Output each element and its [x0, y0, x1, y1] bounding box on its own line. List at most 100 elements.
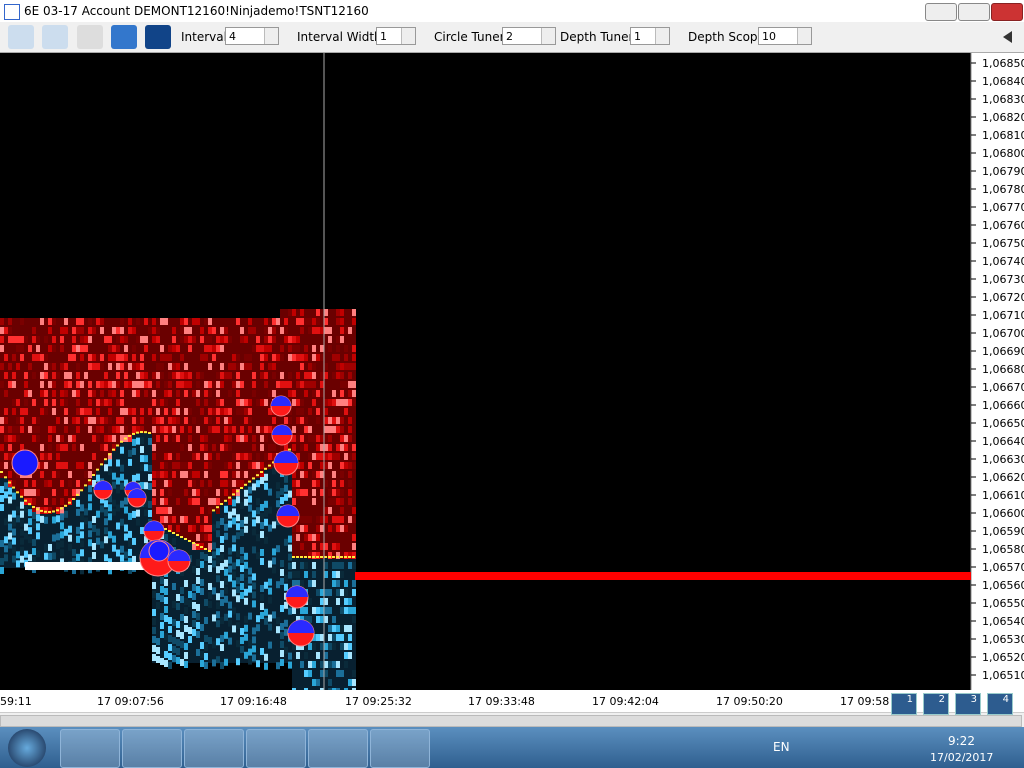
heat-cell [112, 354, 116, 361]
language[interactable]: EN [773, 740, 790, 754]
heat-cell [120, 426, 124, 433]
field-input[interactable]: 1 [630, 27, 670, 45]
field-input[interactable]: 10 [758, 27, 812, 45]
minimize-button[interactable] [925, 3, 957, 21]
heat-cell [120, 318, 124, 325]
scrollbar[interactable] [0, 712, 1024, 728]
clear-button[interactable] [77, 25, 103, 49]
heat-cell [148, 437, 152, 445]
ladder-button[interactable] [145, 25, 171, 49]
heat-cell [220, 363, 224, 370]
field-input[interactable]: 1 [376, 27, 416, 45]
workspace-button[interactable]: 2 [923, 693, 949, 715]
heat-cell [336, 363, 340, 370]
heat-cell [240, 556, 244, 563]
heat-cell [156, 593, 160, 600]
maximize-button[interactable] [958, 3, 990, 21]
price-trace [328, 556, 331, 558]
heat-cell [84, 408, 88, 415]
start-button[interactable] [8, 729, 46, 767]
heat-cell [160, 318, 164, 325]
heat-cell [272, 557, 276, 565]
workspace-button[interactable]: 4 [987, 693, 1013, 715]
heat-cell [288, 408, 292, 415]
heat-cell [84, 471, 88, 478]
heat-cell [232, 499, 236, 507]
heat-cell [296, 408, 300, 415]
price-trace [200, 546, 203, 548]
heat-cell [220, 336, 224, 343]
ie-button[interactable] [60, 729, 120, 768]
heat-cell [40, 381, 44, 388]
heat-cell [284, 493, 288, 501]
paint-button[interactable] [370, 729, 430, 768]
heat-cell [304, 372, 308, 379]
heat-cell [344, 580, 348, 587]
heat-cell [348, 471, 352, 478]
price-trace [228, 496, 231, 499]
heat-cell [236, 318, 240, 325]
chrome-button[interactable] [184, 729, 244, 768]
heat-cell [224, 631, 228, 639]
order-circle-half [271, 396, 291, 406]
heat-bg [68, 318, 72, 504]
heat-cell [236, 523, 240, 531]
heat-cell [148, 482, 152, 490]
heat-cell [164, 498, 168, 505]
zoom-out-button[interactable] [42, 25, 68, 49]
heat-cell [220, 563, 224, 570]
price-label: 1,06570 [982, 561, 1024, 574]
zoom-in-button[interactable] [8, 25, 34, 49]
heat-cell [68, 543, 72, 551]
heat-cell [264, 318, 268, 325]
close-button[interactable] [991, 3, 1023, 21]
heat-cell [176, 408, 180, 415]
heat-bg [232, 318, 236, 496]
heat-cell [212, 524, 216, 532]
heat-cell [104, 336, 108, 343]
heat-cell [284, 484, 288, 492]
heat-cell [188, 591, 192, 598]
scroll-thumb[interactable] [0, 715, 1022, 727]
heat-cell [172, 471, 176, 478]
app-button[interactable] [246, 729, 306, 768]
heat-cell [208, 525, 212, 532]
heat-cell [164, 471, 168, 478]
heat-cell [100, 354, 104, 361]
heat-cell [140, 363, 144, 370]
field-input[interactable]: 2 [502, 27, 556, 45]
heat-cell [92, 435, 96, 442]
heat-bg [348, 309, 352, 558]
heat-cell [292, 607, 296, 614]
price-trace [336, 556, 339, 558]
heat-cell [68, 480, 72, 487]
workspace-button[interactable]: 1 [891, 693, 917, 715]
ninja-button[interactable] [308, 729, 368, 768]
collapse-arrow[interactable] [1003, 31, 1012, 43]
heat-cell [348, 516, 352, 523]
heat-cell [308, 598, 312, 605]
clock-time[interactable]: 9:22 [948, 734, 975, 748]
heat-bg [264, 469, 268, 663]
grid-button[interactable] [111, 25, 137, 49]
order-circle-half [277, 505, 299, 516]
price-trace [144, 431, 147, 434]
explorer-button[interactable] [122, 729, 182, 768]
heat-cell [324, 480, 328, 487]
heat-cell [332, 390, 336, 397]
heat-cell [288, 535, 292, 543]
heat-cell [184, 408, 188, 415]
heat-cell [180, 444, 184, 451]
heat-cell [224, 613, 228, 621]
heat-cell [172, 417, 176, 424]
heat-cell [192, 453, 196, 460]
heat-cell [252, 582, 256, 590]
clock-date[interactable]: 17/02/2017 [930, 751, 994, 764]
price-label: 1,06760 [982, 219, 1024, 232]
price-label: 1,06660 [982, 399, 1024, 412]
heat-cell [24, 372, 28, 379]
heat-cell [96, 354, 100, 361]
workspace-button[interactable]: 3 [955, 693, 981, 715]
field-input[interactable]: 4 [225, 27, 279, 45]
heat-cell [36, 489, 40, 496]
